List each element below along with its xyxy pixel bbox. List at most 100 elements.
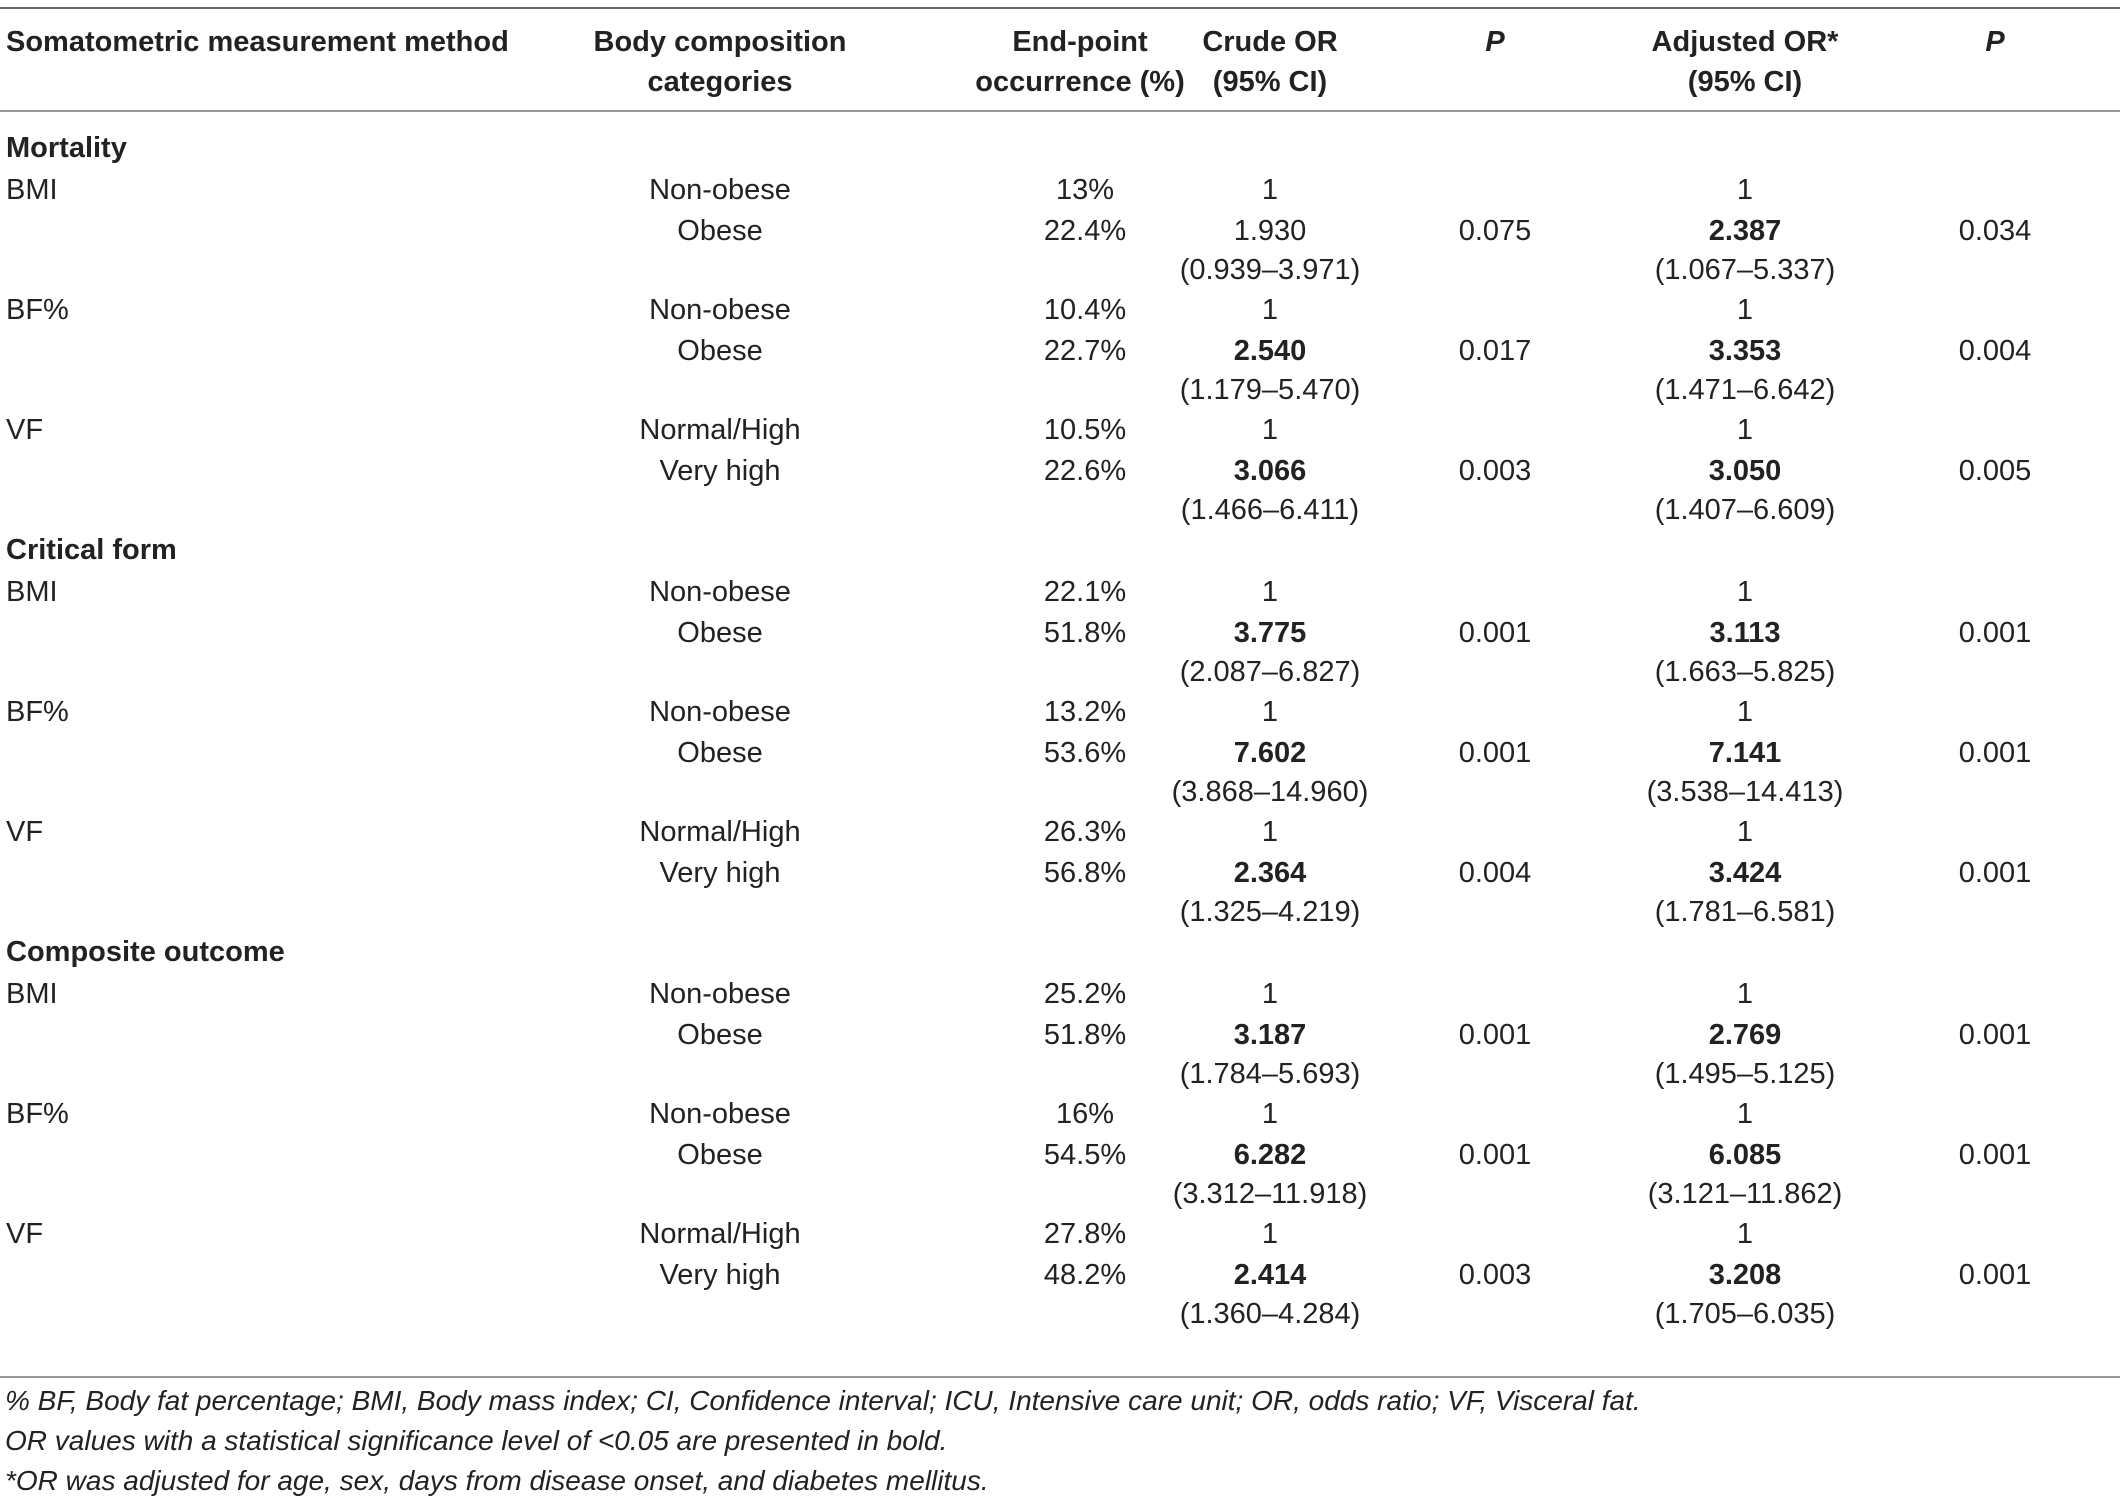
adjusted-or-cell: 1 (1736, 1098, 1754, 1130)
method-label: BMI (6, 576, 58, 608)
category-cell: Very high (659, 455, 781, 487)
crude-or-cell: 1 (1261, 978, 1279, 1010)
header-endpoint: End-point occurrence (%) (975, 26, 1185, 98)
p-crude-cell: 0.003 (1458, 1259, 1532, 1291)
crude-ci-cell: (3.868–14.960) (1171, 776, 1369, 808)
method-label: BMI (6, 174, 58, 206)
crude-or-cell: 1 (1261, 696, 1279, 728)
crude-ci-cell: (3.312–11.918) (1172, 1178, 1368, 1210)
occurrence-cell: 22.1% (1043, 576, 1127, 608)
section-title: Critical form (6, 534, 177, 566)
crude-or-cell: 2.540 (1233, 335, 1307, 367)
crude-or-cell: 1 (1261, 1098, 1279, 1130)
crude-or-cell: 1 (1261, 816, 1279, 848)
method-label: BF% (6, 696, 69, 728)
p-crude-cell: 0.075 (1458, 215, 1532, 247)
category-cell: Non-obese (649, 174, 791, 206)
occurrence-cell: 13% (1055, 174, 1115, 206)
crude-or-cell: 1 (1261, 294, 1279, 326)
header-crude-or: Crude OR (95% CI) (1202, 26, 1338, 98)
section-title: Composite outcome (6, 936, 285, 968)
header-p-crude: P (1485, 26, 1505, 58)
adjusted-or-cell: 1 (1736, 978, 1754, 1010)
method-label: BF% (6, 294, 69, 326)
header-rule (0, 110, 2120, 112)
p-crude-cell: 0.001 (1458, 1019, 1532, 1051)
occurrence-cell: 27.8% (1043, 1218, 1127, 1250)
crude-ci-cell: (1.179–5.470) (1179, 374, 1361, 406)
occurrence-cell: 22.4% (1043, 215, 1127, 247)
category-cell: Obese (677, 335, 763, 367)
header-p-adjusted: P (1985, 26, 2005, 58)
category-cell: Non-obese (649, 576, 791, 608)
occurrence-cell: 16% (1055, 1098, 1115, 1130)
p-crude-cell: 0.001 (1458, 1139, 1532, 1171)
category-cell: Non-obese (649, 294, 791, 326)
table-top-rule (0, 7, 2120, 9)
adjusted-ci-cell: (3.538–14.413) (1646, 776, 1844, 808)
crude-or-cell: 1 (1261, 174, 1279, 206)
adjusted-or-cell: 1 (1736, 294, 1754, 326)
header-method: Somatometric measurement method (6, 26, 509, 58)
crude-ci-cell: (1.466–6.411) (1180, 494, 1360, 526)
adjusted-or-cell: 3.050 (1708, 455, 1782, 487)
adjusted-ci-cell: (1.495–5.125) (1654, 1058, 1836, 1090)
category-cell: Obese (677, 737, 763, 769)
header-categories: Body composition categories (593, 26, 847, 98)
adjusted-ci-cell: (1.781–6.581) (1654, 896, 1836, 928)
p-adjusted-cell: 0.001 (1958, 857, 2032, 889)
p-crude-cell: 0.003 (1458, 455, 1532, 487)
occurrence-cell: 13.2% (1043, 696, 1127, 728)
adjusted-or-cell: 1 (1736, 816, 1754, 848)
category-cell: Non-obese (649, 696, 791, 728)
adjusted-or-cell: 7.141 (1708, 737, 1782, 769)
adjusted-or-cell: 1 (1736, 696, 1754, 728)
footnote-adjustment: *OR was adjusted for age, sex, days from… (5, 1465, 989, 1496)
category-cell: Non-obese (649, 1098, 791, 1130)
adjusted-or-cell: 6.085 (1708, 1139, 1782, 1171)
occurrence-cell: 22.7% (1043, 335, 1127, 367)
occurrence-cell: 53.6% (1043, 737, 1127, 769)
crude-or-cell: 2.364 (1233, 857, 1307, 889)
p-adjusted-cell: 0.005 (1958, 455, 2032, 487)
crude-or-cell: 2.414 (1233, 1259, 1307, 1291)
adjusted-or-cell: 2.387 (1708, 215, 1782, 247)
p-adjusted-cell: 0.001 (1958, 1259, 2032, 1291)
header-adjusted-or: Adjusted OR* (95% CI) (1651, 26, 1839, 98)
adjusted-or-cell: 3.353 (1708, 335, 1782, 367)
crude-ci-cell: (2.087–6.827) (1179, 656, 1361, 688)
category-cell: Obese (677, 1019, 763, 1051)
p-adjusted-cell: 0.001 (1958, 737, 2032, 769)
p-crude-cell: 0.017 (1458, 335, 1532, 367)
category-cell: Very high (659, 1259, 781, 1291)
adjusted-ci-cell: (1.705–6.035) (1654, 1298, 1836, 1330)
footnote-abbreviations: % BF, Body fat percentage; BMI, Body mas… (5, 1385, 1641, 1416)
p-adjusted-cell: 0.001 (1958, 1139, 2032, 1171)
category-cell: Normal/High (639, 414, 801, 446)
crude-ci-cell: (1.360–4.284) (1179, 1298, 1361, 1330)
method-label: VF (6, 816, 44, 848)
method-label: BF% (6, 1098, 69, 1130)
crude-or-cell: 1 (1261, 576, 1279, 608)
adjusted-or-cell: 1 (1736, 576, 1754, 608)
occurrence-cell: 51.8% (1043, 1019, 1127, 1051)
category-cell: Obese (677, 215, 763, 247)
category-cell: Normal/High (639, 816, 801, 848)
crude-or-cell: 1 (1261, 1218, 1279, 1250)
p-crude-cell: 0.001 (1458, 617, 1532, 649)
crude-or-cell: 6.282 (1233, 1139, 1307, 1171)
crude-ci-cell: (0.939–3.971) (1179, 254, 1361, 286)
p-adjusted-cell: 0.004 (1958, 335, 2032, 367)
occurrence-cell: 26.3% (1043, 816, 1127, 848)
p-crude-cell: 0.001 (1458, 737, 1532, 769)
crude-or-cell: 7.602 (1233, 737, 1307, 769)
crude-or-cell: 3.066 (1233, 455, 1307, 487)
p-adjusted-cell: 0.034 (1958, 215, 2032, 247)
adjusted-or-cell: 3.113 (1709, 617, 1781, 649)
occurrence-cell: 54.5% (1043, 1139, 1127, 1171)
adjusted-ci-cell: (1.663–5.825) (1654, 656, 1836, 688)
adjusted-or-cell: 3.208 (1708, 1259, 1782, 1291)
adjusted-or-cell: 1 (1736, 414, 1754, 446)
occurrence-cell: 10.4% (1043, 294, 1127, 326)
table-bottom-rule (0, 1376, 2120, 1378)
